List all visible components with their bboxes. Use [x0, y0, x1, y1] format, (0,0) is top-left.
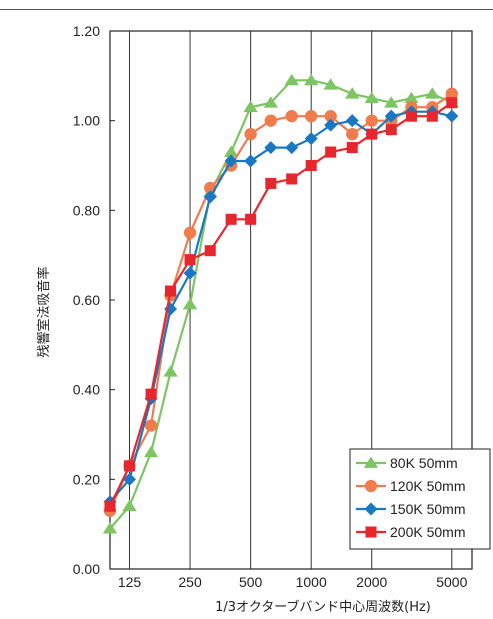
legend-label: 120K 50mm — [390, 478, 465, 494]
x-axis-title: 1/3オクターブバンド中心周波数(Hz) — [215, 599, 431, 615]
data-point — [244, 154, 258, 168]
data-point — [183, 266, 197, 280]
data-point — [102, 522, 118, 534]
data-point — [346, 127, 359, 141]
data-point — [122, 472, 136, 486]
data-point — [325, 146, 337, 158]
data-point — [445, 87, 458, 100]
data-point — [384, 109, 398, 123]
series-150k-50mm — [103, 105, 459, 509]
data-point — [323, 78, 338, 90]
data-point — [225, 213, 237, 225]
data-point — [145, 388, 157, 400]
data-point — [305, 110, 318, 123]
data-point — [324, 118, 338, 132]
series-line — [108, 92, 453, 512]
data-point — [284, 73, 299, 86]
y-tick-label: 0.20 — [73, 471, 100, 487]
legend-marker — [363, 456, 379, 468]
data-point — [385, 124, 397, 136]
x-tick-label: 5000 — [436, 574, 467, 590]
series-line — [109, 101, 453, 507]
data-point — [346, 142, 358, 154]
y-axis-title: 残響室法吸音率 — [36, 266, 52, 357]
data-point — [305, 159, 317, 172]
x-axis-ticks: 125 250 500 1000 2000 5000 — [118, 574, 468, 590]
data-point — [405, 110, 417, 122]
data-point — [224, 154, 238, 168]
legend-entry: 150K 50mm — [356, 501, 465, 517]
legend-label: 150K 50mm — [390, 501, 465, 517]
data-point — [264, 114, 277, 127]
legend-marker — [365, 526, 377, 538]
legend-label: 80K 50mm — [390, 455, 458, 471]
data-point — [203, 190, 217, 204]
data-point — [425, 87, 440, 99]
legend-entry: 80K 50mm — [356, 455, 458, 471]
legend-marker — [364, 502, 378, 516]
data-point — [345, 114, 359, 128]
data-point — [404, 91, 419, 104]
data-point — [243, 100, 258, 113]
data-point — [384, 96, 399, 108]
x-tick-label: 125 — [118, 574, 142, 590]
data-point — [143, 445, 159, 458]
data-point — [183, 226, 197, 239]
legend-entry: 120K 50mm — [356, 478, 465, 494]
y-tick-label: 1.00 — [73, 113, 100, 129]
data-point — [324, 110, 337, 123]
data-point — [204, 245, 216, 257]
x-tick-label: 1000 — [296, 574, 327, 590]
series-200k-50mm — [104, 97, 458, 512]
data-point — [182, 297, 198, 310]
y-tick-label: 0.80 — [73, 202, 100, 218]
data-point — [123, 460, 136, 472]
series-group — [102, 73, 459, 534]
y-tick-label: 0.00 — [73, 561, 100, 577]
data-point — [245, 213, 257, 225]
data-point — [285, 141, 299, 155]
data-point — [163, 365, 178, 377]
x-tick-label: 500 — [239, 574, 263, 590]
data-point — [445, 109, 459, 123]
data-point — [264, 141, 278, 155]
data-point — [122, 499, 137, 512]
y-tick-label: 0.60 — [73, 292, 100, 308]
data-point — [285, 110, 298, 123]
x-tick-label: 2000 — [356, 574, 387, 590]
data-point — [286, 173, 298, 185]
data-point — [366, 128, 378, 140]
data-point — [265, 177, 277, 189]
data-point — [364, 91, 379, 104]
data-point — [365, 114, 378, 127]
data-point — [304, 73, 319, 86]
data-point — [426, 110, 438, 122]
data-point — [223, 145, 239, 157]
data-point — [446, 97, 458, 109]
x-tick-label: 250 — [178, 574, 202, 590]
series-line — [109, 110, 453, 503]
data-point — [345, 87, 360, 99]
legend-marker — [364, 479, 378, 493]
data-point — [104, 500, 116, 512]
data-point — [165, 285, 177, 297]
data-point — [304, 132, 318, 146]
legend-label: 200K 50mm — [390, 524, 465, 540]
legend: 80K 50mm 120K 50mm 150K 50mm 200K 50mm — [349, 448, 491, 550]
y-tick-label: 1.20 — [73, 23, 100, 39]
y-tick-label: 0.40 — [73, 382, 100, 398]
data-point — [263, 96, 278, 108]
y-axis-ticks: 0.00 0.20 0.40 0.60 0.80 1.00 1.20 — [73, 23, 115, 577]
top-border-line — [0, 9, 493, 10]
series-80k-50mm — [102, 73, 459, 534]
data-point — [144, 419, 158, 432]
legend-entry: 200K 50mm — [356, 524, 465, 540]
data-point — [184, 254, 196, 266]
data-point — [244, 127, 257, 141]
